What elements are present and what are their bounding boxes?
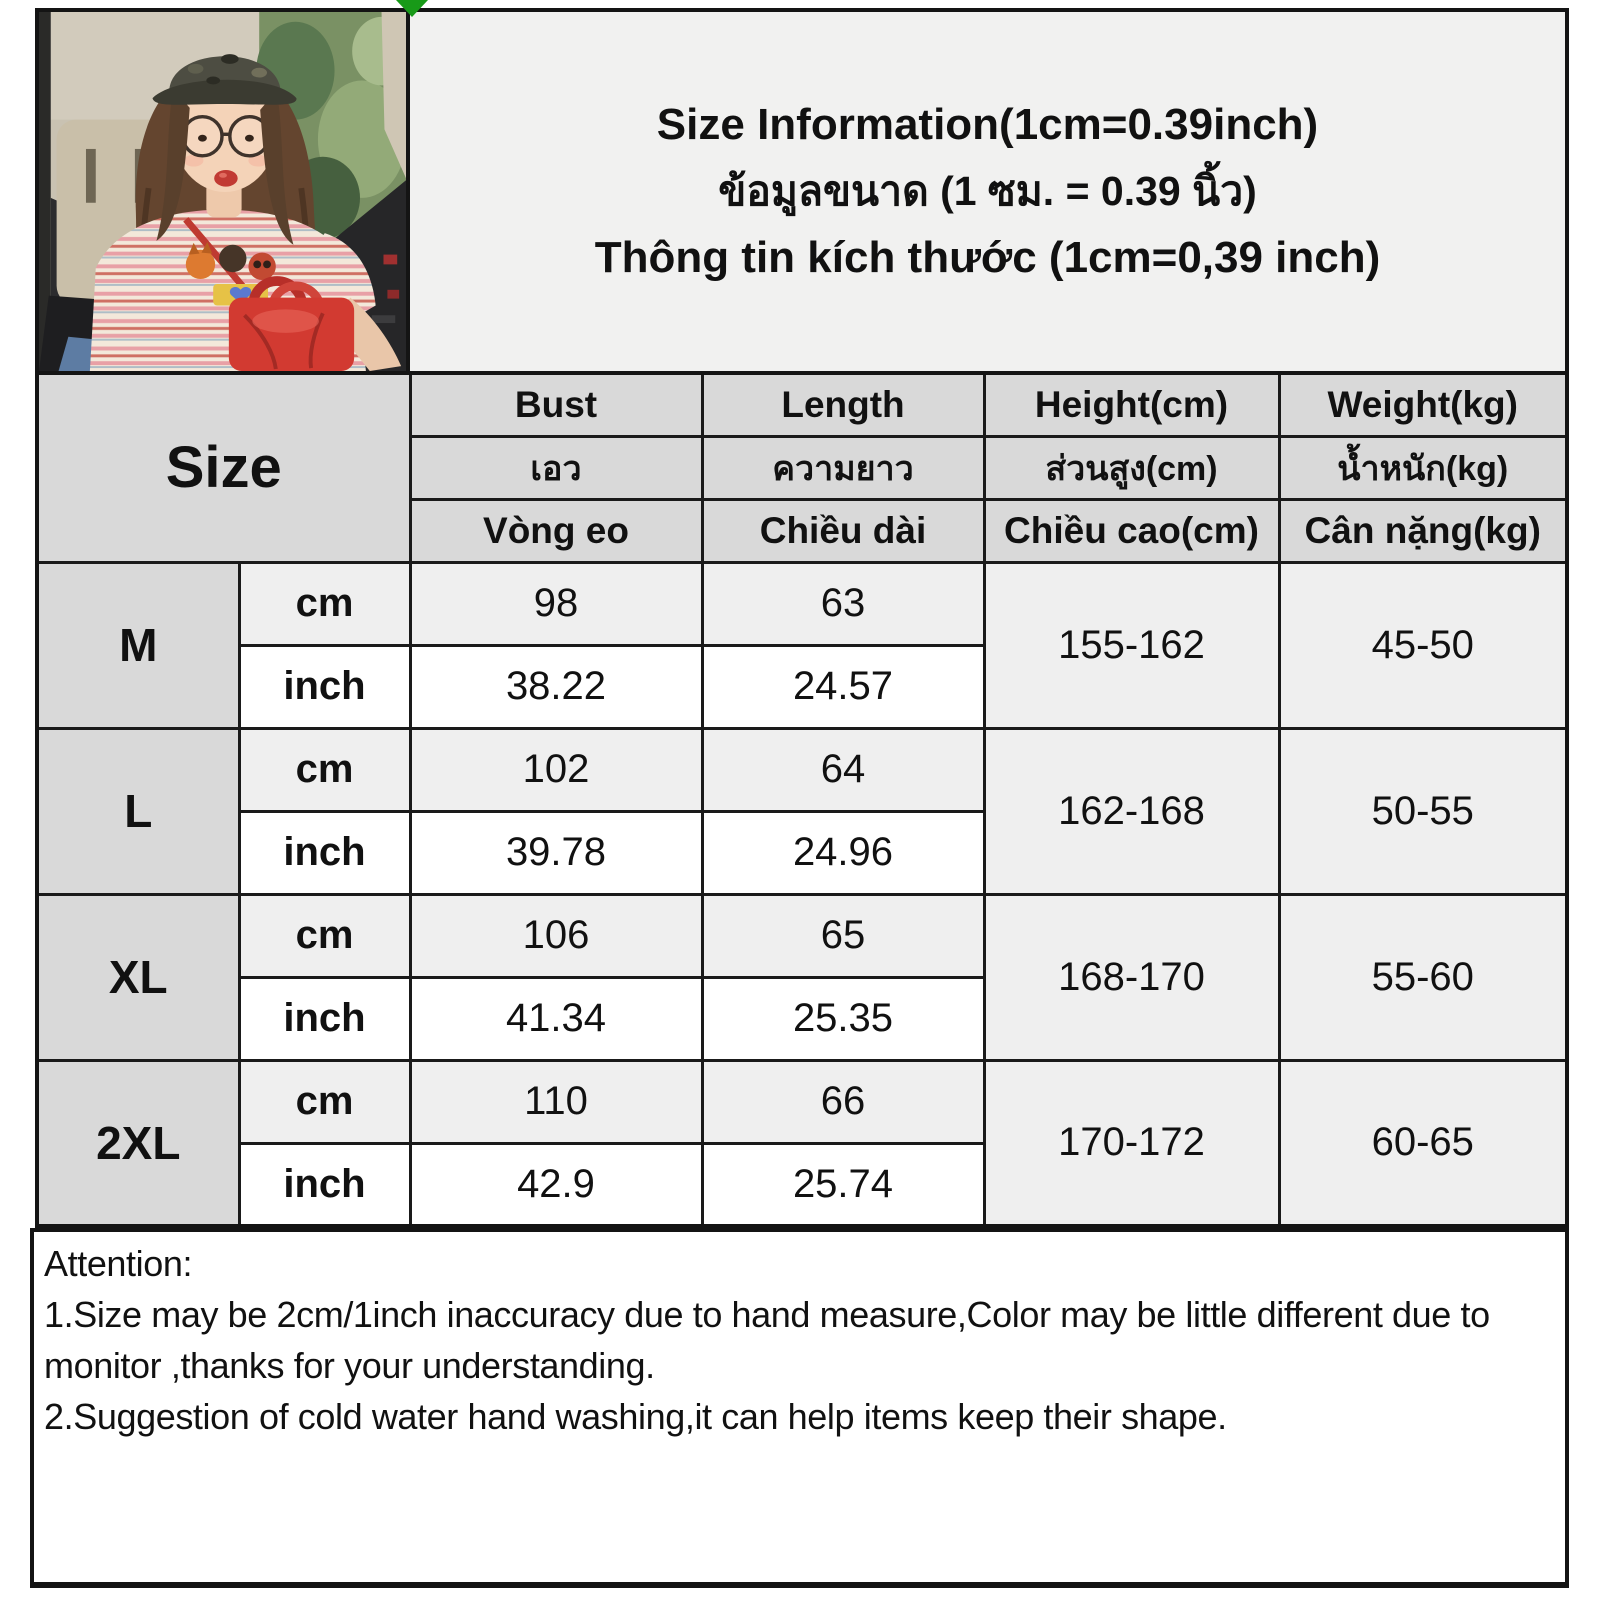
col-length-en: Length: [700, 371, 986, 438]
unit-cm-m: cm: [237, 560, 412, 647]
unit-inch-m: inch: [237, 643, 412, 730]
size-label-l: L: [35, 726, 241, 896]
title-line-th: ข้อมูลขนาด (1 ซม. = 0.39 นิ้ว): [718, 167, 1257, 214]
unit-cm-l: cm: [237, 726, 412, 813]
height-m: 155-162: [982, 560, 1281, 730]
red-handbag: [228, 276, 355, 371]
attention-heading: Attention:: [44, 1243, 193, 1284]
bust-cm-xl: 106: [408, 892, 704, 979]
weight-l: 50-55: [1277, 726, 1569, 896]
bust-cm-2xl: 110: [408, 1058, 704, 1145]
bust-inch-l: 39.78: [408, 809, 704, 896]
weight-2xl: 60-65: [1277, 1058, 1569, 1228]
length-cm-2xl: 66: [700, 1058, 986, 1145]
baseball-cap: [152, 54, 297, 105]
height-2xl: 170-172: [982, 1058, 1281, 1228]
col-height-vi: Chiều cao(cm): [982, 497, 1281, 564]
length-cm-m: 63: [700, 560, 986, 647]
col-length-th: ความยาว: [700, 434, 986, 501]
length-cm-xl: 65: [700, 892, 986, 979]
length-inch-l: 24.96: [700, 809, 986, 896]
size-table: Size Bust Length Height(cm) Weight(kg) เ…: [35, 371, 1569, 1228]
unit-cm-xl: cm: [237, 892, 412, 979]
height-l: 162-168: [982, 726, 1281, 896]
size-label-m: M: [35, 560, 241, 730]
attention-note-2: 2.Suggestion of cold water hand washing,…: [44, 1396, 1227, 1438]
green-corner-marker: [396, 0, 428, 17]
weight-m: 45-50: [1277, 560, 1569, 730]
col-bust-th: เอว: [408, 434, 704, 501]
bust-inch-m: 38.22: [408, 643, 704, 730]
title-line-en: Size Information(1cm=0.39inch): [656, 99, 1319, 149]
size-label-xl: XL: [35, 892, 241, 1062]
weight-xl: 55-60: [1277, 892, 1569, 1062]
col-height-en: Height(cm): [982, 371, 1281, 438]
model-photo: [35, 8, 410, 375]
unit-inch-2xl: inch: [237, 1141, 412, 1228]
col-length-vi: Chiều dài: [700, 497, 986, 564]
attention-box: Attention: 1.Size may be 2cm/1inch inacc…: [30, 1228, 1569, 1588]
col-weight-vi: Cân nặng(kg): [1277, 497, 1569, 564]
col-weight-en: Weight(kg): [1277, 371, 1569, 438]
height-xl: 168-170: [982, 892, 1281, 1062]
bust-cm-m: 98: [408, 560, 704, 647]
unit-inch-xl: inch: [237, 975, 412, 1062]
title-line-vi: Thông tin kích thước (1cm=0,39 inch): [594, 233, 1381, 283]
corner-size-label: Size: [35, 371, 412, 564]
attention-note-1: 1.Size may be 2cm/1inch inaccuracy due t…: [44, 1294, 1490, 1387]
length-inch-2xl: 25.74: [700, 1141, 986, 1228]
col-height-th: ส่วนสูง(cm): [982, 434, 1281, 501]
size-label-2xl: 2XL: [35, 1058, 241, 1228]
model-illustration: [39, 12, 406, 371]
model-lips: [214, 169, 238, 187]
unit-inch-l: inch: [237, 809, 412, 896]
col-bust-vi: Vòng eo: [408, 497, 704, 564]
unit-cm-2xl: cm: [237, 1058, 412, 1145]
col-weight-th: น้ำหนัก(kg): [1277, 434, 1569, 501]
size-info-title-box: Size Information(1cm=0.39inch) ข้อมูลขนา…: [406, 8, 1569, 375]
bust-inch-2xl: 42.9: [408, 1141, 704, 1228]
bust-inch-xl: 41.34: [408, 975, 704, 1062]
length-inch-xl: 25.35: [700, 975, 986, 1062]
length-inch-m: 24.57: [700, 643, 986, 730]
col-bust-en: Bust: [408, 371, 704, 438]
bust-cm-l: 102: [408, 726, 704, 813]
length-cm-l: 64: [700, 726, 986, 813]
